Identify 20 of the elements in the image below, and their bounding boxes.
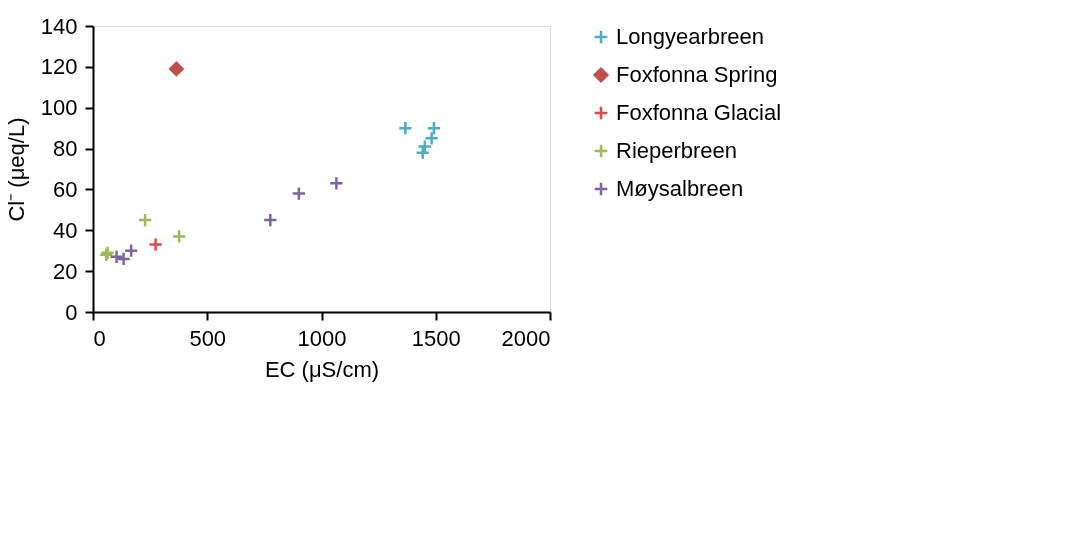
y-tick-label: 20 [53,258,78,284]
y-tick-label: 60 [53,176,78,202]
y-tick-label: 80 [53,136,78,162]
x-axis-title: EC (μS/cm) [264,356,380,382]
legend-label: Longyearbreen [616,24,765,49]
legend-label: Rieperbreen [616,138,738,163]
y-tick-label: 140 [40,13,78,39]
y-axis-title: Cl⁻ (μeq/L) [3,117,29,222]
legend-label: Foxfonna Glacial [616,100,782,125]
y-tick-label: 0 [65,299,78,325]
y-tick-label: 100 [40,95,78,121]
x-tick-label: 2000 [501,325,551,351]
x-tick-label: 500 [189,325,227,351]
legend-label: Foxfonna Spring [616,62,778,87]
x-tick-label: 1500 [411,325,461,351]
legend-label: Møysalbreen [616,176,744,201]
x-tick-label: 0 [93,325,106,351]
x-tick-label: 1000 [297,325,347,351]
y-tick-label: 40 [53,217,78,243]
y-tick-label: 120 [40,54,78,80]
